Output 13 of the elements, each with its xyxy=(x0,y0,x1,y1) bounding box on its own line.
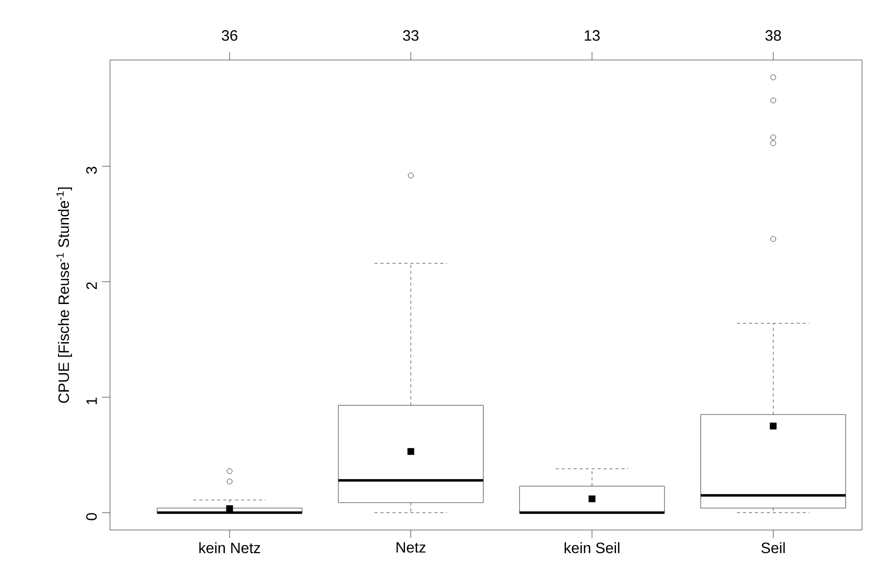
text: 33 xyxy=(403,30,418,41)
y-tick-label: 2 xyxy=(86,282,97,290)
x-tick-label: kein Seil xyxy=(564,542,620,554)
text: 38 xyxy=(765,30,781,41)
y-tick-label: 0 xyxy=(86,513,97,520)
x-tick-label: Netz xyxy=(396,542,426,553)
y-axis-title: CPUE [Fische Reuse$^{-1}$ Stunde$^{-1}$] xyxy=(56,187,72,403)
text: 36 xyxy=(222,30,238,41)
text: 13 xyxy=(584,30,600,41)
x-tick-label: kein Netz xyxy=(199,542,260,554)
y-tick-label: 1 xyxy=(86,398,97,404)
x-tick-label: Seil xyxy=(761,542,785,554)
y-tick-label: 3 xyxy=(86,166,97,174)
